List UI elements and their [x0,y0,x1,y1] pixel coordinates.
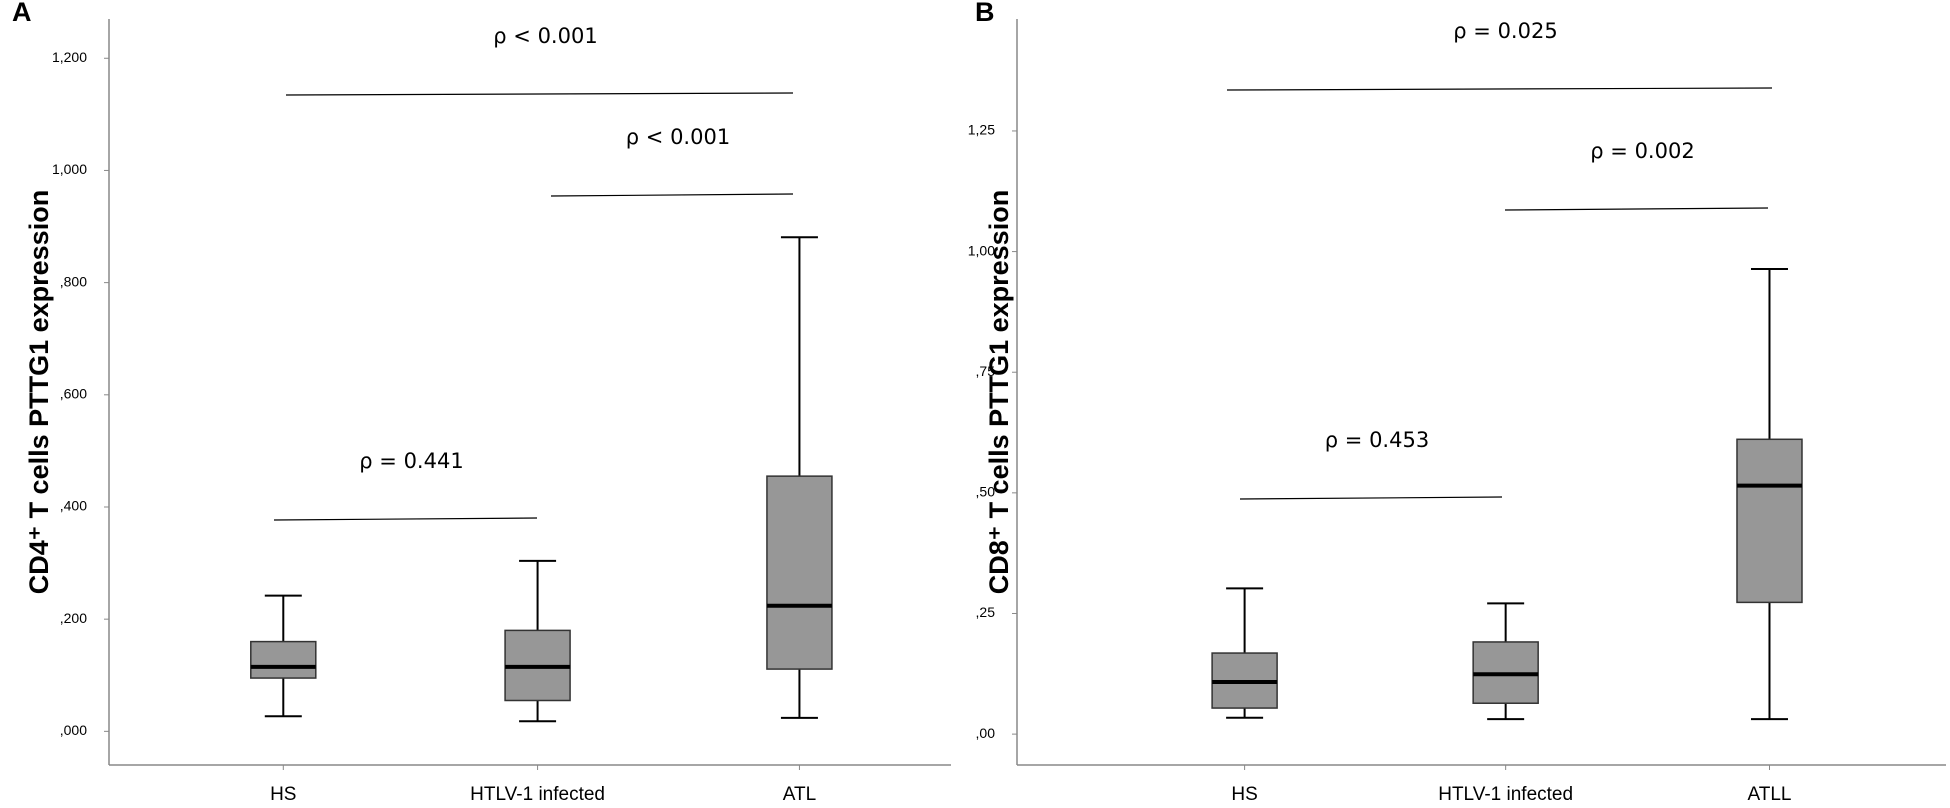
p-value: ρ = 0.025 [1453,19,1557,43]
box [1736,438,1803,604]
significance-line [1504,207,1769,211]
p-value: ρ = 0.441 [359,449,463,473]
box [250,640,317,679]
panel-label: A [12,0,32,27]
significance-line [1239,496,1503,500]
y-tick-label: 1,00 [968,242,995,258]
y-tick-label: ,000 [60,722,87,738]
y-tick-label: ,200 [60,610,87,626]
y-axis-label: CD4⁺ T cells PTTG1 expression [24,190,54,594]
y-tick-label: 1,200 [52,49,87,65]
significance-line [285,92,794,96]
x-tick-label: HS [270,784,296,805]
y-tick-label: ,75 [976,363,996,379]
x-tick-label: HS [1231,784,1257,805]
panel-label: B [975,0,995,27]
y-tick-label: ,50 [976,484,996,500]
x-tick-label: HTLV-1 infected [1438,784,1573,805]
y-tick-label: 1,000 [52,161,87,177]
x-tick-label: ATL [783,784,816,805]
box [766,475,833,670]
y-tick-label: ,600 [60,386,87,402]
p-value: ρ = 0.002 [1590,139,1694,163]
y-tick-label: ,800 [60,273,87,289]
y-tick-label: ,400 [60,498,87,514]
significance-line [550,193,794,197]
significance-line [273,517,538,521]
x-tick-label: HTLV-1 infected [470,784,605,805]
y-tick-label: ,25 [976,604,996,620]
p-value: ρ < 0.001 [493,24,597,48]
p-value: ρ < 0.001 [626,125,730,149]
p-value: ρ = 0.453 [1325,428,1429,452]
y-tick-label: ,00 [976,725,996,741]
y-axis-label: CD8⁺ T cells PTTG1 expression [984,190,1014,594]
y-tick-label: 1,25 [968,122,995,138]
significance-line [1226,87,1773,91]
x-tick-label: ATLL [1747,784,1791,805]
